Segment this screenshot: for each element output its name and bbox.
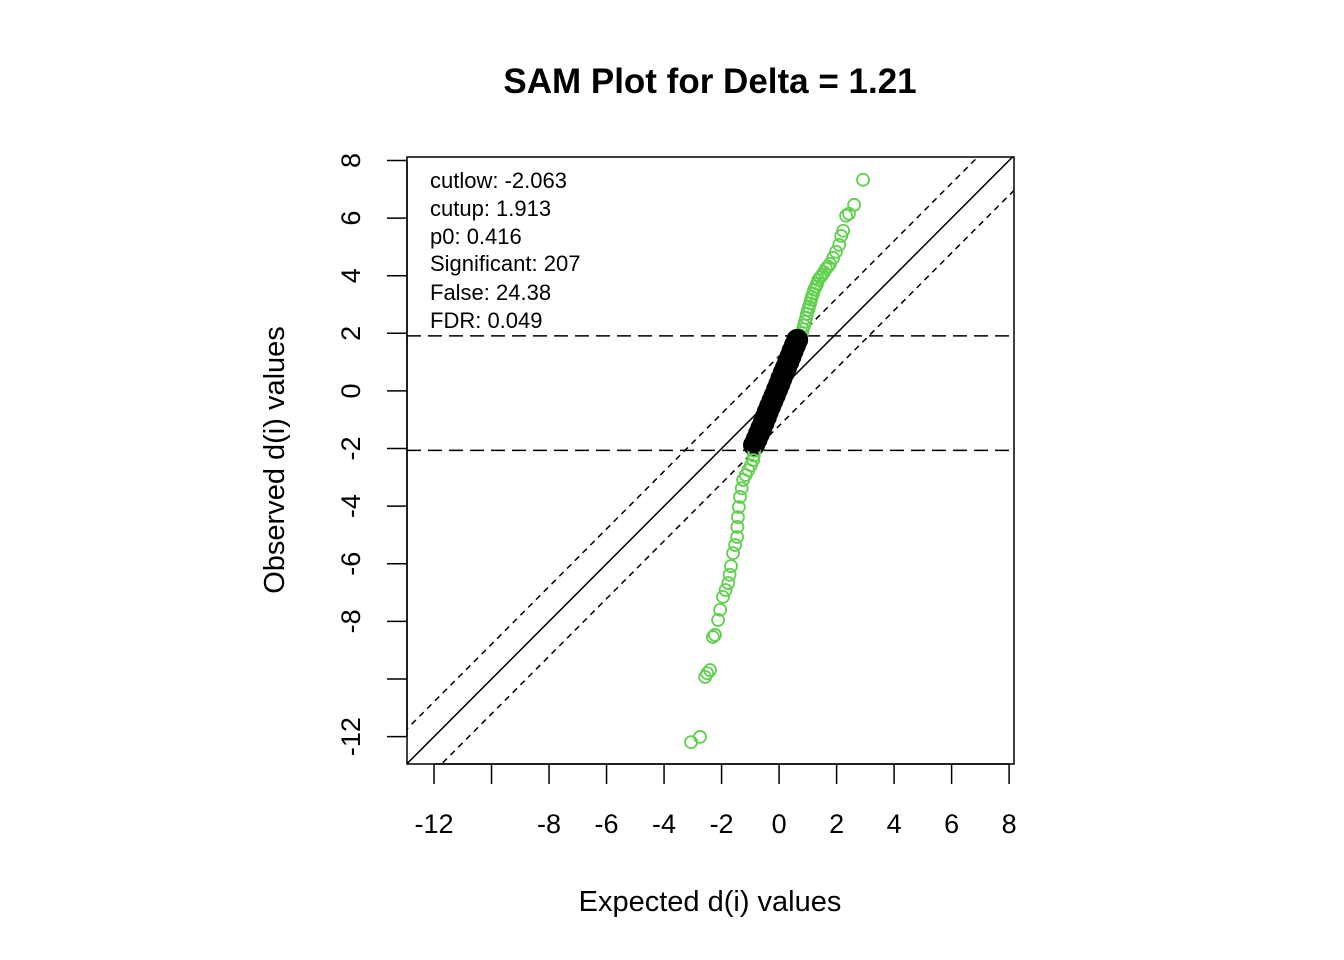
delta-upper-line bbox=[407, 157, 979, 730]
x-tick-label: 6 bbox=[944, 809, 959, 839]
significant-up-point bbox=[847, 197, 862, 212]
y-tick-label: -8 bbox=[336, 609, 366, 633]
y-tick-label: 2 bbox=[336, 326, 366, 341]
significant-down-point bbox=[736, 473, 751, 487]
x-tick-label: 4 bbox=[887, 809, 902, 839]
plot-frame bbox=[406, 156, 1015, 765]
stat-fdr: FDR: 0.049 bbox=[430, 308, 543, 333]
significant-down-point bbox=[684, 735, 698, 750]
significant-up-point bbox=[856, 172, 870, 187]
significant-down-point bbox=[698, 670, 713, 684]
y-tick-label: -4 bbox=[336, 494, 366, 518]
chart-title: SAM Plot for Delta = 1.21 bbox=[503, 62, 916, 101]
stat-cutup: cutup: 1.913 bbox=[430, 196, 551, 221]
stats-legend: cutlow: -2.063 cutup: 1.913 p0: 0.416 Si… bbox=[430, 168, 580, 333]
x-tick-label: -8 bbox=[537, 809, 561, 839]
significant-down-point bbox=[708, 628, 722, 642]
significant-down-point bbox=[731, 500, 746, 514]
significant-down-point bbox=[721, 576, 736, 590]
y-tick-label: -2 bbox=[336, 437, 366, 461]
significant-down-point bbox=[730, 530, 744, 544]
stat-cutlow: cutlow: -2.063 bbox=[430, 168, 567, 193]
significant-down-point bbox=[733, 490, 747, 504]
significant-down-point bbox=[718, 583, 733, 597]
x-tick-label: -6 bbox=[595, 809, 619, 839]
significant-down-point bbox=[731, 510, 745, 525]
identity-line bbox=[407, 157, 1014, 764]
stat-p0: p0: 0.416 bbox=[430, 224, 522, 249]
significant-up-point bbox=[842, 206, 856, 221]
significant-down-point bbox=[722, 567, 737, 582]
y-axis-label: Observed d(i) values bbox=[259, 326, 291, 594]
significant-down-point bbox=[726, 546, 740, 561]
significant-down-point bbox=[716, 590, 730, 604]
significant-down-point bbox=[706, 630, 720, 644]
y-tick-label: -6 bbox=[336, 552, 366, 576]
stat-significant: Significant: 207 bbox=[430, 251, 580, 276]
significant-down-point bbox=[730, 520, 745, 534]
x-tick-label: 0 bbox=[772, 809, 787, 839]
stat-false: False: 24.38 bbox=[430, 280, 551, 305]
significant-down-point bbox=[703, 663, 717, 677]
significant-down-point bbox=[693, 730, 707, 744]
x-tick-label: -4 bbox=[652, 809, 676, 839]
y-tick-label: 6 bbox=[336, 211, 366, 226]
y-tick-label: 0 bbox=[336, 383, 366, 398]
x-tick-label: -12 bbox=[415, 809, 454, 839]
x-axis-label: Expected d(i) values bbox=[579, 886, 842, 918]
y-tick-label: -12 bbox=[336, 717, 366, 756]
y-tick-label: 8 bbox=[336, 153, 366, 168]
delta-lower-line bbox=[440, 189, 1014, 764]
x-tick-label: 8 bbox=[1002, 809, 1017, 839]
nonsignificant-band bbox=[746, 331, 806, 454]
significant-down-point bbox=[711, 613, 726, 627]
significant-up-point bbox=[839, 208, 853, 223]
significant-down-point bbox=[728, 538, 742, 552]
x-tick-label: -2 bbox=[710, 809, 734, 839]
significant-down-point bbox=[734, 481, 749, 496]
significant-down-point bbox=[724, 559, 738, 573]
significant-up-point bbox=[832, 237, 847, 252]
y-tick-label: 4 bbox=[336, 268, 366, 283]
x-tick-label: 2 bbox=[829, 809, 844, 839]
significant-up-point bbox=[834, 229, 849, 243]
significant-down-point bbox=[713, 602, 728, 617]
